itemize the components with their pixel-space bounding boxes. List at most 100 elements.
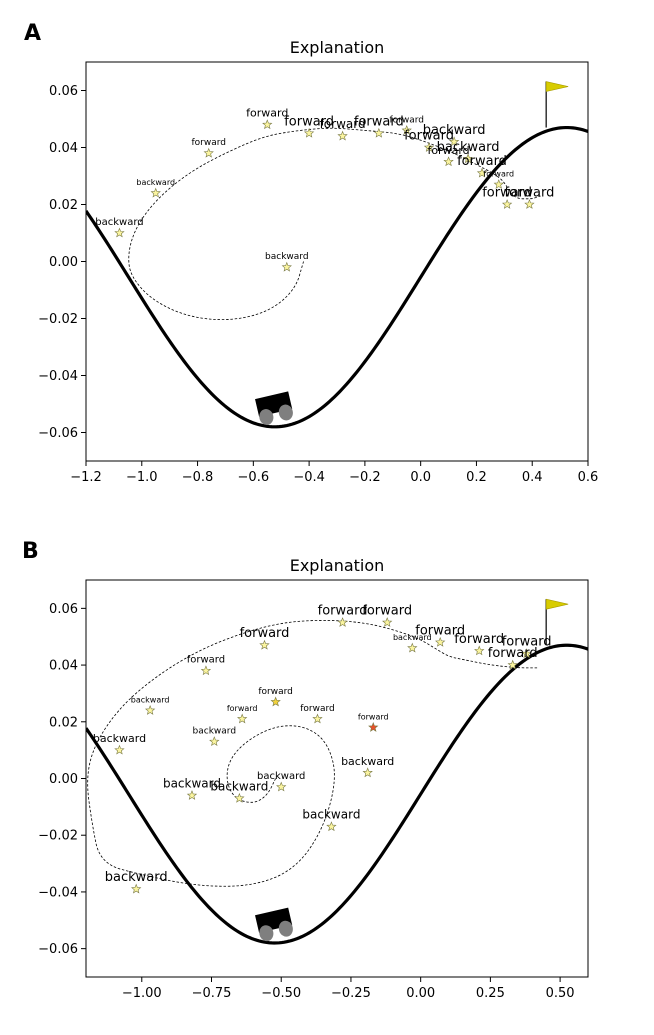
panel-b: B Explanation backwardbackwardforwardfor… [22, 539, 589, 1001]
action-label: forward [404, 129, 454, 144]
y-tick-label: −0.06 [38, 426, 78, 441]
y-tick-label: −0.02 [38, 829, 78, 844]
action-label: forward [284, 114, 334, 129]
action-label: forward [187, 655, 225, 666]
action-label: forward [258, 687, 293, 697]
trajectory-line [87, 620, 538, 887]
star-marker [423, 142, 435, 152]
trajectory-line [128, 127, 541, 321]
star-marker [144, 705, 156, 715]
y-tick-label: −0.06 [38, 942, 78, 957]
x-tick-label: 0.00 [406, 986, 435, 1001]
star-marker [150, 187, 161, 198]
chart-title: Explanation [290, 556, 385, 575]
y-tick-label: 0.02 [49, 715, 78, 730]
action-label: forward [454, 632, 504, 647]
action-label: backward [131, 695, 170, 704]
star-marker [407, 642, 418, 653]
action-label: forward [415, 623, 465, 638]
goal-flag-icon [545, 598, 569, 646]
action-label: forward [358, 712, 389, 721]
action-label: forward [482, 186, 532, 201]
y-tick-label: 0.02 [49, 198, 78, 213]
star-marker [114, 227, 125, 238]
star-marker [131, 883, 142, 894]
star-marker [476, 167, 488, 178]
action-label: forward [427, 144, 469, 157]
y-tick-label: 0.04 [49, 659, 78, 674]
action-label: forward [505, 186, 555, 201]
x-tick-label: 0.2 [466, 470, 487, 485]
star-marker [234, 792, 245, 803]
star-marker [262, 119, 273, 130]
star-marker [474, 645, 485, 656]
action-label: forward [362, 604, 412, 619]
star-marker [312, 713, 323, 724]
y-tick-label: 0.00 [49, 772, 78, 787]
x-tick-label: 0.25 [476, 986, 505, 1001]
x-tick-label: 0.4 [522, 470, 543, 485]
action-label: forward [483, 170, 514, 179]
star-marker [186, 790, 198, 800]
x-tick-label: −0.50 [261, 986, 301, 1001]
action-label: forward [227, 704, 258, 713]
x-tick-label: −1.00 [122, 986, 162, 1001]
car-icon [255, 907, 293, 942]
action-label: backward [163, 777, 221, 791]
y-tick-label: 0.04 [49, 141, 78, 156]
action-label: backward [210, 779, 268, 793]
action-label: backward [265, 252, 309, 262]
action-label: forward [488, 646, 538, 661]
star-marker [507, 659, 518, 670]
x-tick-label: 0.6 [578, 470, 599, 485]
y-tick-label: −0.02 [38, 312, 78, 327]
mountain-curve [86, 125, 588, 429]
action-label: forward [389, 115, 424, 125]
x-tick-label: −0.6 [238, 470, 270, 485]
x-tick-label: −0.25 [331, 986, 371, 1001]
x-tick-label: −1.2 [70, 470, 102, 485]
action-label: backward [136, 178, 175, 187]
star-marker [203, 147, 214, 158]
y-tick-label: 0.06 [49, 602, 78, 617]
action-label: forward [191, 138, 226, 148]
star-marker [337, 617, 348, 627]
action-label: backward [193, 727, 237, 737]
star-marker [114, 744, 125, 755]
action-label: forward [246, 107, 288, 120]
star-marker [382, 617, 393, 627]
star-marker [373, 127, 384, 138]
action-label: backward [257, 771, 305, 782]
y-tick-label: −0.04 [38, 885, 78, 900]
plot-area: backwardbackwardforwardforwardforwardfor… [86, 598, 588, 945]
x-tick-label: −0.75 [192, 986, 232, 1001]
x-tick-label: −0.4 [293, 470, 325, 485]
panel-a: A Explanation backwardbackwardforwardfor… [24, 21, 598, 485]
action-label: backward [341, 755, 394, 768]
star-marker [362, 767, 373, 778]
action-label: forward [318, 604, 368, 619]
star-marker [501, 199, 513, 209]
car-icon [255, 391, 293, 425]
action-label: backward [95, 217, 143, 228]
star-marker [524, 199, 535, 209]
star-marker [368, 722, 379, 732]
x-tick-label: −0.8 [182, 470, 214, 485]
star-marker [270, 696, 281, 707]
star-marker [521, 648, 532, 659]
action-label: forward [240, 626, 290, 641]
panel-letter: A [24, 21, 41, 46]
action-label: backward [393, 633, 432, 642]
action-label: forward [354, 114, 404, 129]
plot-area: backwardbackwardforwardforwardforwardfor… [86, 81, 588, 429]
action-label: forward [502, 635, 552, 650]
star-marker [259, 639, 270, 650]
x-tick-label: −0.2 [349, 470, 381, 485]
action-label: forward [457, 154, 507, 169]
star-marker [493, 179, 504, 189]
goal-flag-icon [545, 81, 569, 128]
action-label: backward [423, 123, 486, 138]
star-marker [281, 261, 292, 272]
star-marker [448, 136, 460, 147]
star-marker [337, 130, 348, 141]
